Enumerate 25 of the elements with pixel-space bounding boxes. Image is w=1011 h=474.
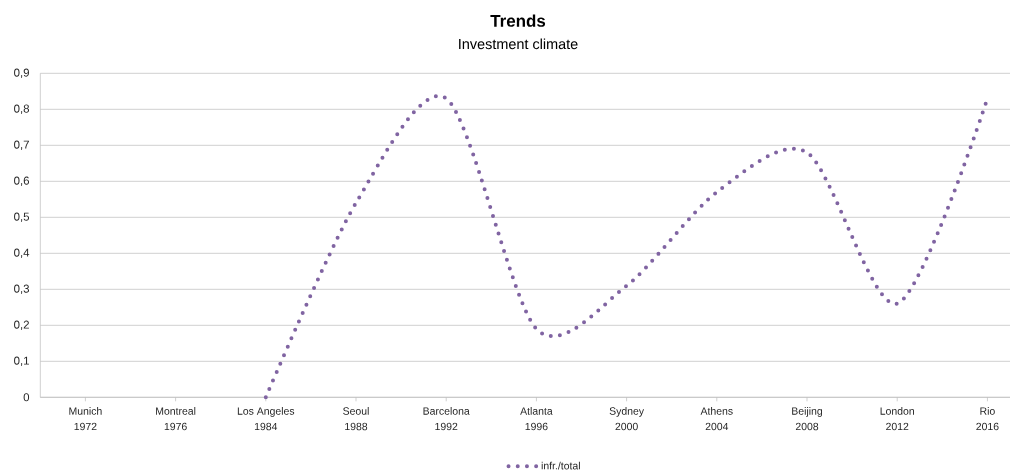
chart-title: Trends: [490, 14, 546, 27]
y-tick-label: 0,6: [14, 176, 30, 187]
y-tick-label: 0: [23, 393, 30, 402]
y-tick-label: 0,9: [14, 68, 29, 79]
x-tick-label: London 2012: [880, 407, 914, 431]
x-tick-label: Atlanta 1996: [520, 407, 553, 431]
y-tick-label: 0,7: [14, 140, 29, 151]
chart-subtitle: Investment climate: [459, 38, 578, 50]
y-tick-label: 0,5: [14, 212, 30, 223]
x-tick-label: Athens 2004: [700, 407, 733, 431]
line-series: [263, 95, 990, 400]
x-tick-label: Los Angeles 1984: [237, 407, 295, 431]
legend-label: infr./total: [541, 461, 580, 470]
x-tick-label: Rio 2016: [976, 407, 999, 431]
x-tick-label: Sydney 2000: [609, 407, 645, 431]
y-tick-label: 0,2: [14, 320, 29, 331]
y-tick-label: 0,1: [14, 356, 29, 367]
y-tick-label: 0,4: [14, 248, 30, 259]
y-tick-label: 0,8: [14, 104, 30, 115]
y-tick-label: 0,3: [14, 284, 30, 295]
x-tick-label: Beijing 2008: [792, 407, 823, 431]
x-tick-label: Barcelona 1992: [423, 407, 470, 431]
x-tick-label: Montreal 1976: [156, 407, 196, 431]
x-tick-label: Seoul 1988: [343, 407, 369, 431]
x-tick-label: Munich 1972: [69, 407, 102, 431]
